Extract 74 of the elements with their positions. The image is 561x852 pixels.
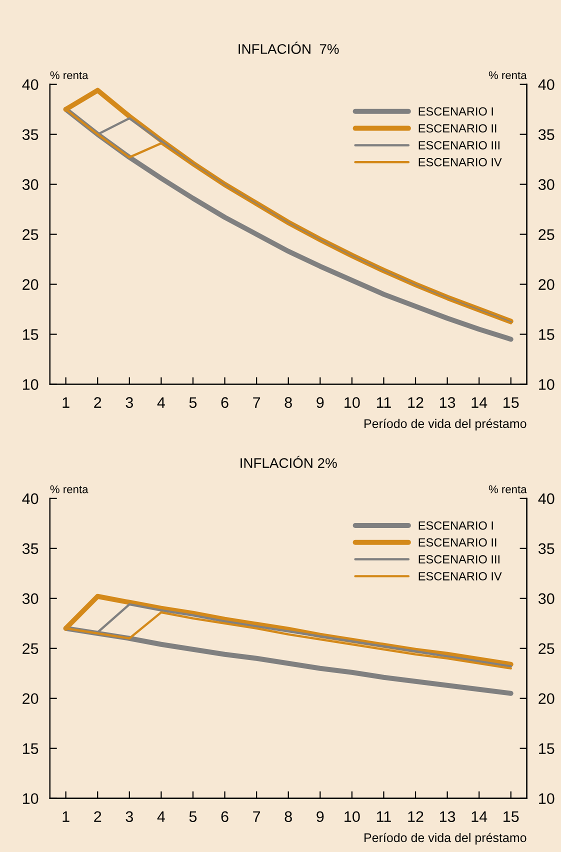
y-axis-title: % renta [50, 71, 88, 80]
y-tick-label: 25 [22, 229, 38, 240]
x-tick-label: 4 [157, 397, 165, 408]
y2-tick-label: 10 [539, 379, 554, 390]
x-tick-label: 11 [376, 811, 391, 822]
y2-tick-label: 10 [539, 793, 554, 804]
y2-tick-label: 20 [538, 693, 554, 704]
y2-tick-label: 15 [539, 329, 554, 340]
x-tick-label: 5 [189, 397, 197, 408]
y-tick-label: 35 [22, 129, 38, 140]
y2-tick-label: 25 [538, 643, 554, 654]
y2-tick-label: 15 [539, 743, 554, 754]
x-tick-label: 10 [344, 811, 360, 822]
x-tick-label: 14 [472, 397, 488, 408]
y-axis-title: % renta [50, 485, 88, 494]
y-tick-label: 25 [22, 643, 38, 654]
x-tick-label: 1 [62, 397, 70, 408]
x-tick-label: 7 [253, 397, 260, 408]
x-tick-label: 2 [94, 397, 102, 408]
chart-title: INFLACIÓN 7% [238, 42, 339, 54]
x-tick-label: 2 [94, 811, 102, 822]
y2-tick-label: 25 [538, 229, 554, 240]
x-tick-label: 13 [440, 397, 456, 408]
y-tick-label: 30 [22, 179, 38, 190]
y2-tick-label: 35 [538, 129, 554, 140]
x-tick-label: 1 [62, 811, 70, 822]
legend-label: ESCENARIO II [418, 538, 496, 547]
x-tick-label: 11 [376, 397, 391, 408]
y-tick-label: 10 [22, 379, 38, 390]
y2-tick-label: 40 [538, 493, 554, 504]
x-tick-label: 9 [316, 397, 324, 408]
y-tick-label: 20 [22, 693, 38, 704]
y2-tick-label: 35 [538, 543, 554, 554]
y-tick-label: 40 [22, 493, 38, 504]
x-tick-label: 3 [126, 811, 133, 822]
x-axis-title: Período de vida del préstamo [364, 832, 526, 845]
y2-tick-label: 30 [538, 179, 554, 190]
x-tick-label: 5 [189, 811, 197, 822]
y-tick-label: 15 [22, 743, 38, 754]
x-axis-title: Período de vida del préstamo [364, 418, 526, 431]
y-tick-label: 30 [22, 593, 38, 604]
x-tick-label: 3 [126, 397, 133, 408]
x-tick-label: 4 [157, 811, 165, 822]
x-tick-label: 14 [472, 811, 488, 822]
legend-label: ESCENARIO III [418, 141, 500, 150]
x-tick-label: 7 [253, 811, 260, 822]
y2-axis-title: % renta [488, 485, 527, 494]
y-tick-label: 40 [22, 79, 38, 90]
legend-label: ESCENARIO II [418, 124, 496, 133]
x-tick-label: 9 [316, 811, 324, 822]
legend-label: ESCENARIO I [418, 521, 493, 530]
x-tick-label: 6 [221, 811, 228, 822]
legend-label: ESCENARIO III [418, 555, 500, 564]
y2-tick-label: 40 [538, 79, 554, 90]
x-tick-label: 12 [408, 397, 424, 408]
chart-title: INFLACIÓN 2% [240, 456, 337, 468]
x-tick-label: 8 [284, 397, 292, 408]
y2-tick-label: 20 [538, 279, 554, 290]
y-tick-label: 15 [22, 329, 38, 340]
y-tick-label: 10 [22, 793, 38, 804]
x-tick-label: 6 [221, 397, 228, 408]
x-tick-label: 15 [504, 397, 519, 408]
x-tick-label: 10 [344, 397, 360, 408]
legend-label: ESCENARIO IV [418, 572, 502, 580]
x-tick-label: 13 [440, 811, 456, 822]
y-tick-label: 20 [22, 279, 38, 290]
y2-axis-title: % renta [488, 71, 527, 80]
x-tick-label: 8 [284, 811, 292, 822]
y2-tick-label: 30 [538, 593, 554, 604]
legend-label: ESCENARIO I [418, 107, 493, 116]
legend-label: ESCENARIO IV [418, 158, 502, 166]
x-tick-label: 15 [504, 811, 519, 822]
y-tick-label: 35 [22, 543, 38, 554]
x-tick-label: 12 [408, 811, 424, 822]
